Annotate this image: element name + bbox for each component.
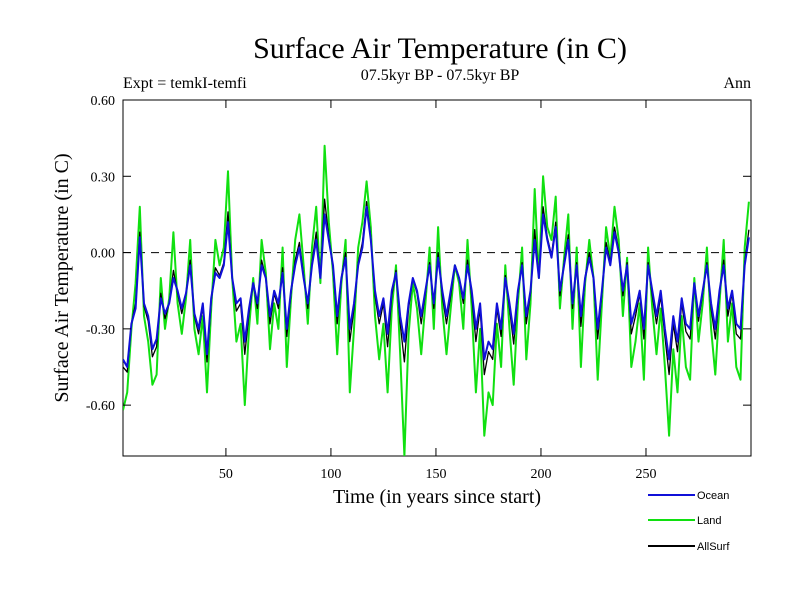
series-layer: [123, 144, 750, 456]
y-axis-ticks: 0.60 0.30 0.00 -0.30 -0.60: [86, 94, 751, 414]
y-tick-label: 0.00: [91, 247, 116, 262]
x-tick-label: 150: [425, 467, 446, 482]
chart-title: Surface Air Temperature (in C): [253, 32, 627, 65]
x-tick-label: 50: [219, 467, 233, 482]
experiment-label: Expt = temkI-temfi: [123, 75, 247, 92]
legend: Ocean Land AllSurf: [648, 490, 730, 553]
legend-label-ocean: Ocean: [697, 490, 729, 502]
season-label: Ann: [723, 75, 751, 92]
y-tick-label: 0.60: [91, 94, 116, 109]
x-tick-label: 100: [320, 467, 341, 482]
x-tick-label: 200: [530, 467, 551, 482]
legend-label-land: Land: [697, 515, 721, 527]
series-line-land: [123, 144, 750, 456]
x-axis-title: Time (in years since start): [333, 486, 541, 508]
legend-label-allsurf: AllSurf: [697, 541, 730, 553]
y-tick-label: -0.30: [86, 323, 115, 338]
plot-frame: [122, 99, 752, 457]
y-tick-label: -0.60: [86, 399, 115, 414]
y-axis-title: Surface Air Temperature (in C): [51, 153, 73, 402]
x-tick-label: 250: [635, 467, 656, 482]
series-line-ocean: [123, 205, 750, 368]
x-axis-ticks: 50 100 150 200 250: [219, 100, 656, 482]
chart-subtitle: 07.5kyr BP - 07.5kyr BP: [361, 67, 520, 84]
y-tick-label: 0.30: [91, 170, 116, 185]
